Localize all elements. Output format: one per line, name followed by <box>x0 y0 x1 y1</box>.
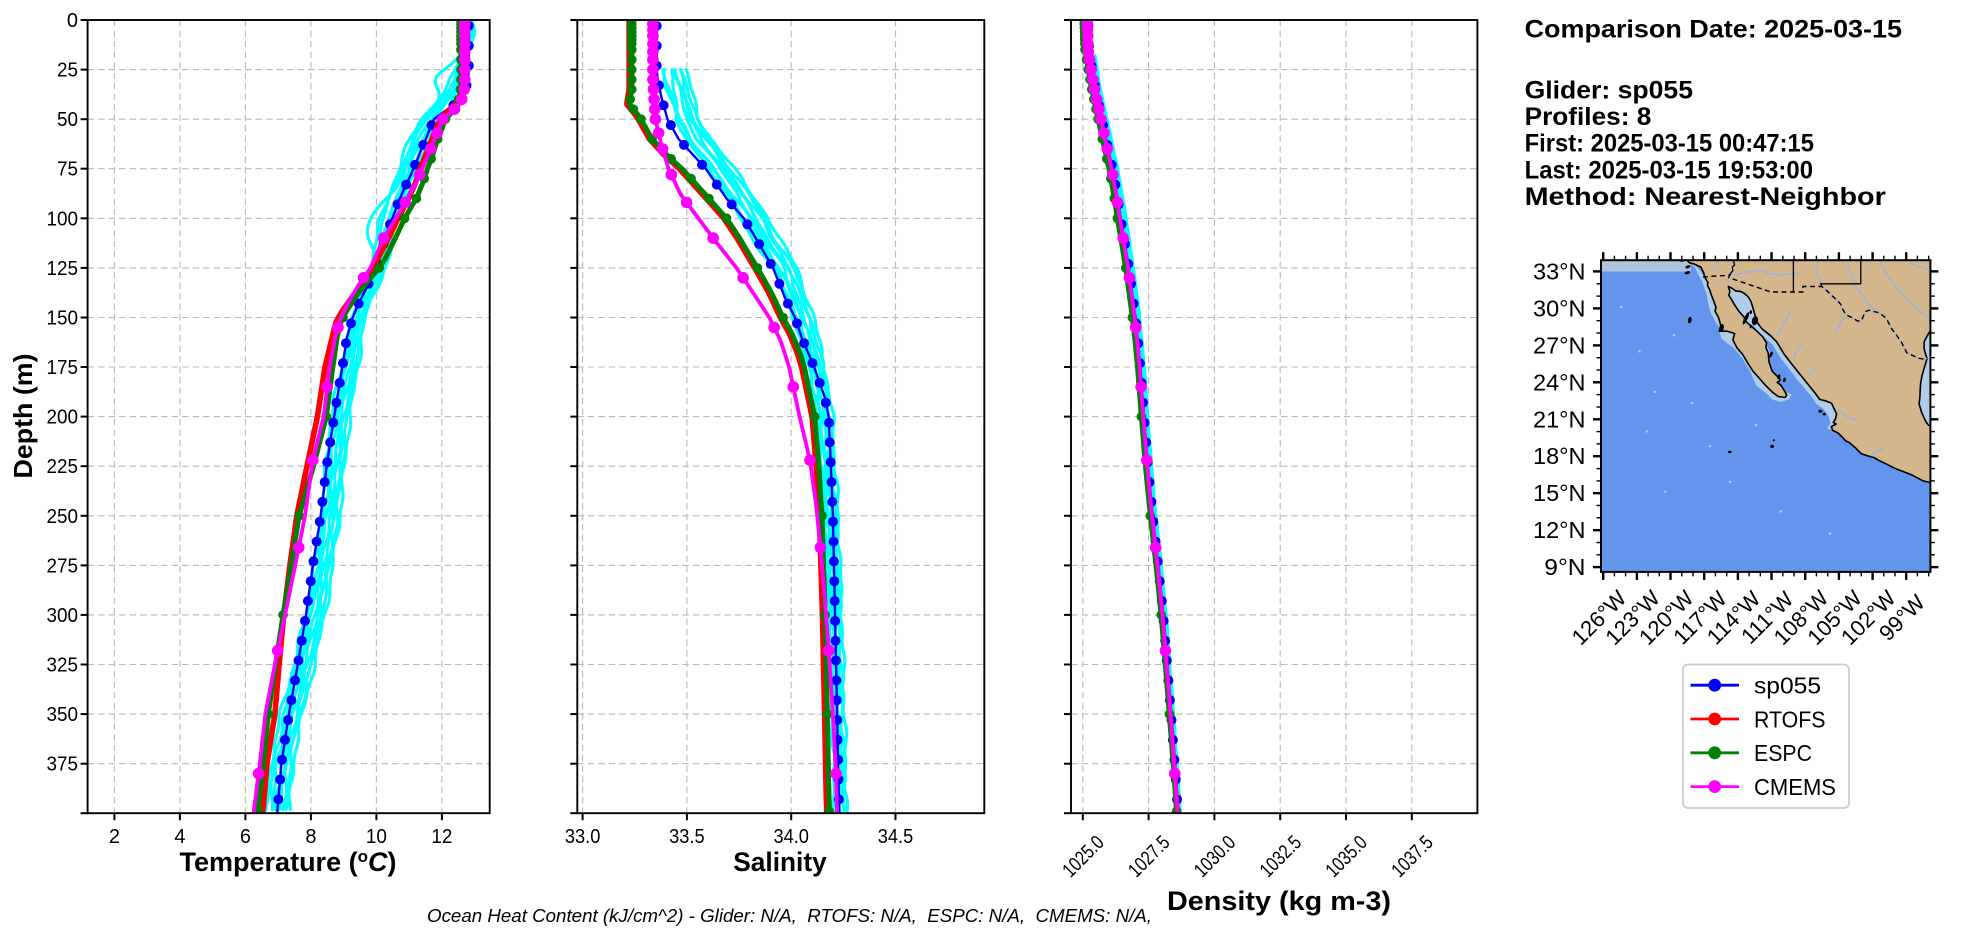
svg-text:18°N: 18°N <box>1533 443 1586 469</box>
svg-text:12: 12 <box>431 826 452 848</box>
svg-text:200: 200 <box>47 407 79 429</box>
svg-text:10: 10 <box>366 826 387 848</box>
svg-text:sp055: sp055 <box>1754 673 1821 699</box>
svg-text:325: 325 <box>47 655 79 677</box>
svg-text:Depth (m): Depth (m) <box>8 354 38 479</box>
svg-text:350: 350 <box>47 704 79 726</box>
svg-text:375: 375 <box>47 754 79 776</box>
svg-text:225: 225 <box>47 456 79 478</box>
svg-text:33°N: 33°N <box>1533 258 1586 284</box>
svg-text:Comparison Date: 2025-03-15: Comparison Date: 2025-03-15 <box>1525 16 1902 44</box>
svg-text:9°N: 9°N <box>1544 554 1585 580</box>
svg-text:Ocean Heat Content (kJ/cm^2) -: Ocean Heat Content (kJ/cm^2) - Glider: N… <box>427 905 1152 926</box>
svg-text:300: 300 <box>47 605 79 627</box>
svg-text:34.5: 34.5 <box>878 826 914 848</box>
svg-text:12°N: 12°N <box>1533 517 1586 543</box>
svg-text:Profiles: 8: Profiles: 8 <box>1525 103 1652 131</box>
svg-text:75: 75 <box>57 159 78 181</box>
svg-text:0: 0 <box>67 10 78 32</box>
svg-text:25: 25 <box>57 60 78 82</box>
svg-text:24°N: 24°N <box>1533 369 1586 395</box>
svg-text:8: 8 <box>305 826 316 848</box>
svg-text:Salinity: Salinity <box>733 847 826 877</box>
svg-text:100: 100 <box>47 208 79 230</box>
svg-text:175: 175 <box>47 357 79 379</box>
svg-text:4: 4 <box>174 826 185 848</box>
svg-text:2: 2 <box>109 826 120 848</box>
svg-text:ESPC: ESPC <box>1754 740 1812 766</box>
svg-text:125: 125 <box>47 258 79 280</box>
svg-text:50: 50 <box>57 109 78 131</box>
svg-text:Density (kg m-3): Density (kg m-3) <box>1167 886 1391 916</box>
svg-text:Last: 2025-03-15 19:53:00: Last: 2025-03-15 19:53:00 <box>1525 156 1813 184</box>
svg-text:6: 6 <box>240 826 251 848</box>
svg-text:15°N: 15°N <box>1533 480 1586 506</box>
svg-text:275: 275 <box>47 555 79 577</box>
svg-text:RTOFS: RTOFS <box>1754 706 1826 732</box>
svg-text:21°N: 21°N <box>1533 406 1586 432</box>
svg-text:33.5: 33.5 <box>669 826 705 848</box>
svg-text:CMEMS: CMEMS <box>1754 774 1836 800</box>
svg-text:150: 150 <box>47 308 79 330</box>
svg-text:34.0: 34.0 <box>773 826 809 848</box>
svg-text:Method: Nearest-Neighbor: Method: Nearest-Neighbor <box>1525 183 1887 211</box>
svg-text:30°N: 30°N <box>1533 295 1586 321</box>
svg-text:Glider: sp055: Glider: sp055 <box>1525 76 1693 104</box>
svg-text:33.0: 33.0 <box>565 826 601 848</box>
svg-text:27°N: 27°N <box>1533 332 1586 358</box>
svg-text:250: 250 <box>47 506 79 528</box>
svg-text:First: 2025-03-15 00:47:15: First: 2025-03-15 00:47:15 <box>1525 130 1814 158</box>
